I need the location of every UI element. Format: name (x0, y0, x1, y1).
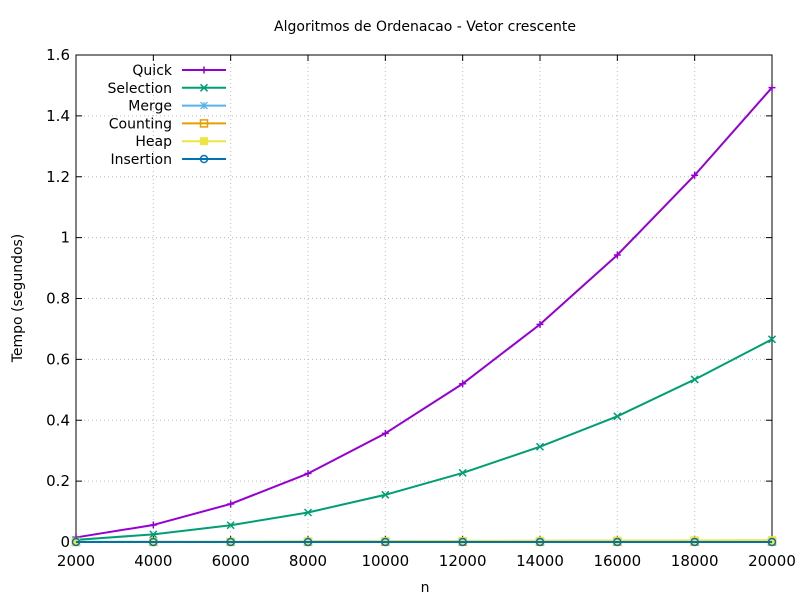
data-point-insertion (149, 537, 158, 547)
series-selection (71, 335, 777, 544)
y-tick-label: 1.6 (46, 46, 70, 64)
data-point-quick (691, 171, 699, 179)
y-tick-label: 1 (60, 229, 70, 247)
data-point-quick (768, 84, 776, 92)
x-tick-label: 12000 (439, 552, 487, 570)
data-point-selection (303, 508, 313, 517)
series-line-selection (75, 338, 773, 541)
legend-marker (199, 119, 209, 128)
data-point-quick (304, 470, 312, 478)
x-tick-label: 16000 (593, 552, 641, 570)
y-tick-label: 0.2 (46, 472, 70, 490)
y-tick-label: 1.2 (46, 168, 70, 186)
data-point-selection (226, 521, 235, 530)
legend-marker (199, 83, 209, 92)
legend-item-insertion: Insertion (111, 152, 226, 168)
data-point-quick (149, 521, 157, 529)
data-point-quick (536, 320, 544, 328)
legend-label: Quick (132, 63, 172, 79)
series-insertion (71, 537, 777, 547)
data-point-insertion (458, 537, 467, 547)
legend-item-selection: Selection (107, 81, 226, 97)
data-point-insertion (71, 537, 81, 547)
data-point-insertion (613, 537, 622, 547)
data-point-selection (535, 442, 545, 451)
y-tick-label: 1.4 (46, 107, 70, 125)
data-point-selection (381, 490, 390, 499)
legend-item-counting: Counting (109, 116, 226, 132)
legend-item-quick: Quick (132, 63, 226, 79)
data-point-insertion (303, 537, 313, 547)
y-tick-label: 0.6 (46, 350, 70, 368)
x-tick-label: 20000 (748, 552, 796, 570)
legend-label: Merge (128, 99, 172, 115)
series-line-quick (75, 86, 773, 539)
x-tick-label: 8000 (289, 552, 327, 570)
axes: 2000 4000 6000 8000 10000 12000 14000 16000 1800… (46, 46, 796, 570)
legend-marker (200, 137, 208, 146)
data-point-insertion (381, 537, 390, 547)
legend-label: Insertion (111, 152, 172, 168)
data-point-insertion (767, 537, 777, 547)
data-point-selection (613, 412, 622, 421)
legend-marker (200, 66, 208, 74)
legend-item-heap: Heap (135, 134, 226, 150)
legend-label: Selection (107, 81, 172, 97)
data-point-selection (690, 375, 699, 384)
grid (76, 55, 772, 542)
chart-title: Algoritmos de Ordenacao - Vetor crescent… (274, 19, 576, 35)
data-point-quick (459, 380, 467, 388)
x-tick-label: 2000 (57, 552, 95, 570)
legend-marker (200, 101, 208, 110)
x-tick-label: 6000 (212, 552, 250, 570)
x-tick-label: 14000 (516, 552, 564, 570)
data-point-quick (227, 500, 235, 508)
y-tick-label: 0.4 (46, 411, 70, 429)
y-tick-label: 0.8 (46, 290, 70, 308)
data-point-selection (149, 530, 158, 539)
x-axis-label: n (421, 580, 430, 596)
y-tick-label: 0 (60, 533, 70, 551)
series-quick (72, 84, 776, 541)
x-tick-label: 18000 (671, 552, 719, 570)
x-tick-label: 4000 (134, 552, 172, 570)
data-point-insertion (690, 537, 699, 547)
legend-item-merge: Merge (128, 99, 226, 115)
data-point-insertion (535, 537, 545, 547)
y-axis-label: Tempo (segundos) (10, 234, 26, 364)
legend-label: Counting (109, 116, 172, 132)
series-group (71, 84, 777, 547)
legend-marker (199, 154, 209, 164)
data-point-selection (767, 335, 777, 344)
data-point-insertion (226, 537, 235, 547)
legend-label: Heap (135, 134, 172, 150)
x-tick-label: 10000 (361, 552, 409, 570)
data-point-selection (458, 468, 467, 477)
data-point-quick (381, 429, 389, 437)
data-point-quick (613, 251, 621, 259)
